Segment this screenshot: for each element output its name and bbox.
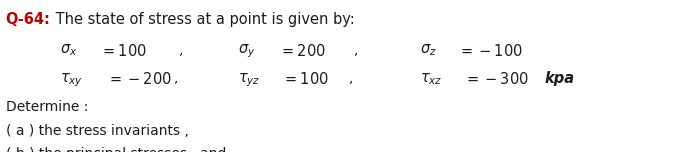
- Text: The state of stress at a point is given by:: The state of stress at a point is given …: [51, 12, 355, 27]
- Text: $\tau_{xz}$: $\tau_{xz}$: [420, 71, 442, 87]
- Text: ( a ) the stress invariants ,: ( a ) the stress invariants ,: [6, 124, 188, 138]
- Text: kpa: kpa: [545, 71, 575, 86]
- Text: $= -100$: $= -100$: [458, 43, 524, 59]
- Text: ,: ,: [178, 43, 183, 57]
- Text: Q-64:: Q-64:: [6, 12, 50, 27]
- Text: ,: ,: [349, 71, 353, 85]
- Text: $\tau_{xy}$: $\tau_{xy}$: [60, 71, 83, 89]
- Text: $\sigma_y$: $\sigma_y$: [238, 43, 256, 60]
- Text: $\sigma_z$: $\sigma_z$: [420, 43, 437, 58]
- Text: $= 200$: $= 200$: [279, 43, 326, 59]
- Text: $= -300$: $= -300$: [464, 71, 529, 87]
- Text: $= 100$: $= 100$: [282, 71, 329, 87]
- Text: ( b ) the principal stresses , and: ( b ) the principal stresses , and: [6, 147, 226, 152]
- Text: Determine :: Determine :: [6, 100, 88, 114]
- Text: $= 100$: $= 100$: [100, 43, 147, 59]
- Text: $\tau_{yz}$: $\tau_{yz}$: [238, 71, 260, 89]
- Text: $= -200$: $= -200$: [107, 71, 172, 87]
- Text: ,: ,: [354, 43, 358, 57]
- Text: $\sigma_x$: $\sigma_x$: [60, 43, 77, 58]
- Text: ,: ,: [174, 71, 178, 85]
